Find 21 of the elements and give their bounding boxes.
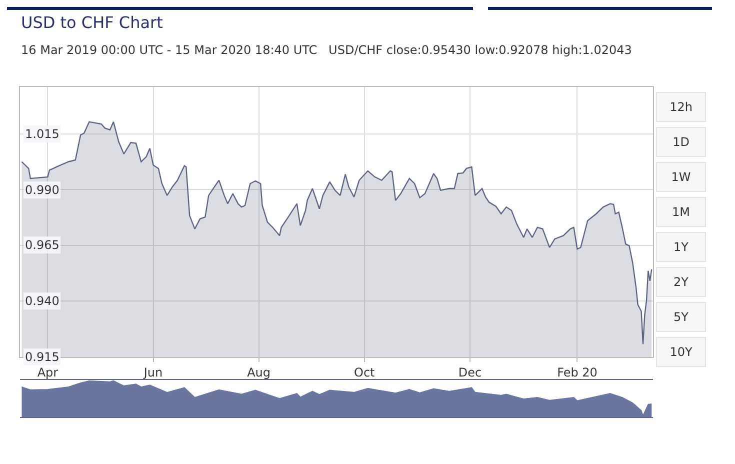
x-tick-label: Oct [354, 365, 376, 380]
y-tick-label: 0.965 [25, 238, 60, 252]
y-tick-label: 1.015 [25, 127, 60, 141]
text: 1M [656, 197, 706, 227]
x-tick-label: Apr [37, 365, 58, 380]
y-tick-label: 0.990 [25, 183, 60, 197]
text: 1Y [656, 232, 706, 262]
text: 1W [656, 162, 706, 192]
text: 2Y [656, 267, 706, 297]
text: 1D [656, 127, 706, 157]
x-tick-label: Jun [142, 365, 163, 380]
text: 12h [656, 92, 706, 122]
text: 5Y [656, 302, 706, 332]
chart-subtitle: 16 Mar 2019 00:00 UTC - 15 Mar 2020 18:40 UTC USD/CHF close:0.95430 low:0.92078 high:1.02043 [21, 43, 632, 57]
x-tick-label: Dec [458, 365, 482, 380]
y-tick-label: 0.915 [25, 350, 60, 364]
y-tick-label: 0.940 [25, 294, 60, 308]
chart-title: USD to CHF Chart [21, 13, 163, 32]
text: 10Y [656, 337, 706, 367]
x-tick-label: Feb 20 [557, 365, 598, 380]
x-tick-label: Aug [247, 365, 271, 380]
